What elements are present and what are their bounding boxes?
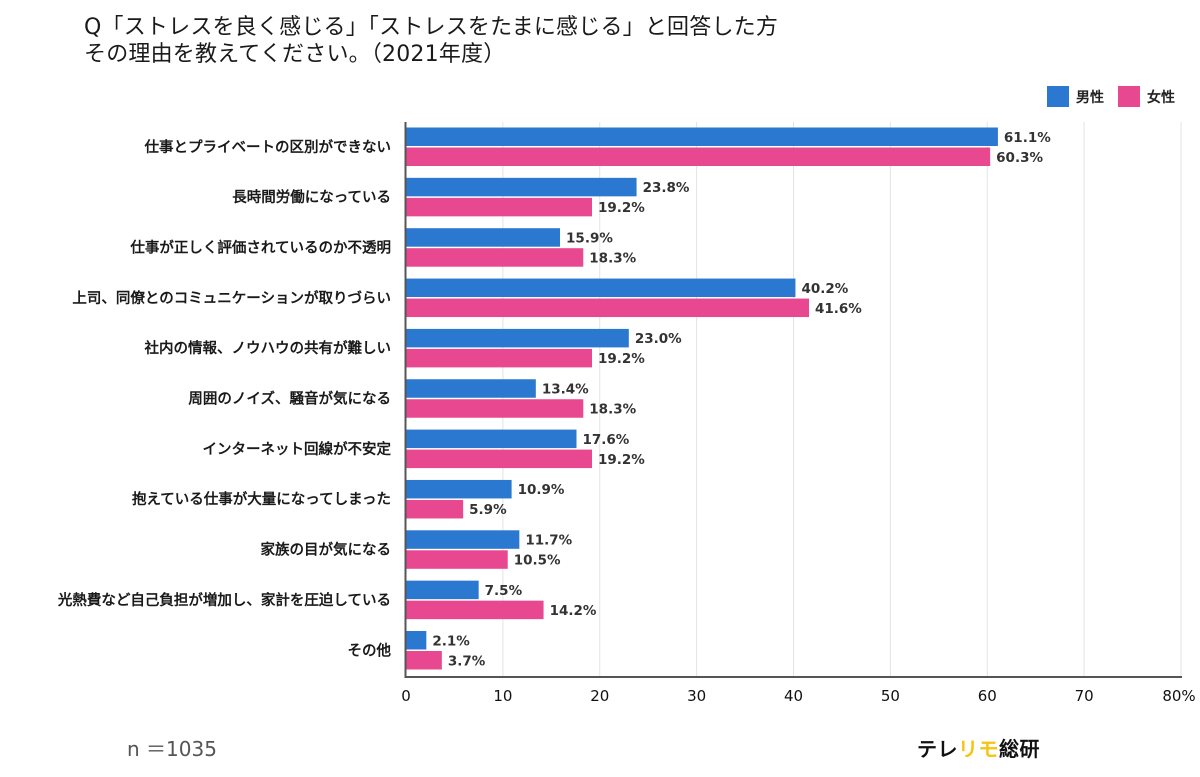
value-label-female: 18.3% — [589, 402, 636, 418]
category-label: 社内の情報、ノウハウの共有が難しい — [144, 339, 392, 357]
value-label-female: 19.2% — [598, 452, 645, 468]
tick-labels: 0 10 20 30 40 50 60 70 80% — [401, 687, 1195, 705]
bar-female — [406, 298, 809, 318]
value-label-male: 17.6% — [583, 432, 630, 448]
value-label-female: 60.3% — [996, 150, 1043, 166]
value-label-female: 5.9% — [469, 502, 507, 518]
bar-male — [406, 228, 561, 247]
bar-female — [406, 499, 464, 519]
x-tick-label: 20 — [590, 687, 609, 705]
bar-male — [406, 631, 427, 650]
category-labels: 仕事とプライベートの区別ができない長時間労働になっている仕事が正しく評価されてい… — [57, 138, 392, 660]
bar-female — [406, 147, 991, 166]
bar-male — [406, 379, 536, 398]
legend-swatch-male — [1047, 86, 1069, 107]
bar-male — [406, 530, 520, 549]
x-tick-label: 40 — [784, 687, 803, 705]
value-label-male: 10.9% — [518, 482, 565, 498]
bar-male — [406, 278, 796, 298]
logo: テレリモ総研 — [917, 733, 1040, 762]
value-label-male: 23.0% — [635, 331, 682, 347]
bar-female — [406, 348, 592, 368]
bar-male — [406, 177, 637, 197]
bar-male — [406, 328, 629, 348]
bar-male — [406, 479, 512, 499]
x-tick-label: 70 — [1075, 687, 1094, 705]
value-label-male: 2.1% — [432, 633, 470, 649]
category-label: 家族の目が気になる — [261, 541, 392, 559]
category-label: 上司、同僚とのコミュニケーションが取りづらい — [72, 289, 391, 307]
value-label-female: 18.3% — [589, 250, 636, 266]
category-label: 仕事が正しく評価されているのか不透明 — [129, 238, 391, 256]
bar-female — [406, 600, 544, 620]
bar-male — [406, 127, 998, 146]
x-tick-label: 50 — [881, 687, 900, 705]
value-label-male: 15.9% — [566, 230, 613, 246]
chart-title-line1: Q「ストレスを良く感じる」「ストレスをたまに感じる」と回答した方 — [84, 15, 779, 40]
legend: 男性 女性 — [1047, 86, 1189, 107]
category-label: その他 — [348, 641, 392, 659]
sample-size: n ＝1035 — [127, 737, 217, 761]
bar-female — [406, 248, 584, 267]
category-label: 仕事とプライベートの区別ができない — [144, 138, 392, 156]
value-label-female: 41.6% — [815, 301, 862, 317]
legend-item-female: 女性 — [1118, 86, 1175, 107]
value-label-female: 19.2% — [598, 351, 645, 367]
logo-text-part1: テレ — [917, 737, 958, 761]
legend-label-male: 男性 — [1076, 89, 1104, 106]
bar-female — [406, 449, 592, 469]
value-label-male: 40.2% — [801, 281, 848, 297]
value-label-female: 10.5% — [514, 553, 561, 569]
x-tick-label: 30 — [687, 687, 706, 705]
category-label: 光熱費など自己負担が増加し、家計を圧迫している — [57, 591, 391, 609]
category-label: 周囲のノイズ、騒音が気になる — [188, 390, 391, 408]
chart-title: Q「ストレスを良く感じる」「ストレスをたまに感じる」と回答した方 その理由を教え… — [84, 14, 778, 68]
legend-item-male: 男性 — [1047, 86, 1104, 107]
bar-female — [406, 651, 442, 670]
x-tick-label: 60 — [978, 687, 997, 705]
bar-female — [406, 399, 584, 418]
value-label-female: 14.2% — [550, 603, 597, 619]
legend-swatch-female — [1118, 86, 1140, 107]
category-label: インターネット回線が不安定 — [203, 440, 392, 458]
value-label-female: 19.2% — [598, 200, 645, 216]
category-label: 長時間労働になっている — [232, 188, 391, 206]
logo-text-part3: 総研 — [999, 737, 1040, 761]
value-label-male: 13.4% — [542, 382, 589, 398]
value-label-male: 7.5% — [485, 583, 523, 599]
value-labels: 61.1% 60.3% 23.8% 19.2% 15.9% 18.3% 40.2% 41.6%… — [432, 130, 1051, 670]
bar-male — [406, 580, 479, 600]
x-tick-label: 10 — [493, 687, 512, 705]
value-label-female: 3.7% — [448, 653, 486, 669]
bar-male — [406, 429, 577, 449]
logo-text-part2: リモ — [958, 737, 999, 761]
bar-female — [406, 197, 592, 217]
legend-label-female: 女性 — [1147, 89, 1175, 106]
bars — [406, 127, 998, 670]
x-tick-label: 0 — [401, 687, 411, 705]
x-tick-label: 80% — [1162, 687, 1195, 705]
bar-female — [406, 550, 508, 569]
category-label: 抱えている仕事が大量になってしまった — [132, 490, 391, 508]
axes — [404, 122, 1182, 678]
value-label-male: 61.1% — [1004, 130, 1051, 146]
value-label-male: 23.8% — [643, 180, 690, 196]
value-label-male: 11.7% — [525, 533, 572, 549]
chart-title-line2: その理由を教えてください。（2021年度） — [84, 42, 506, 67]
